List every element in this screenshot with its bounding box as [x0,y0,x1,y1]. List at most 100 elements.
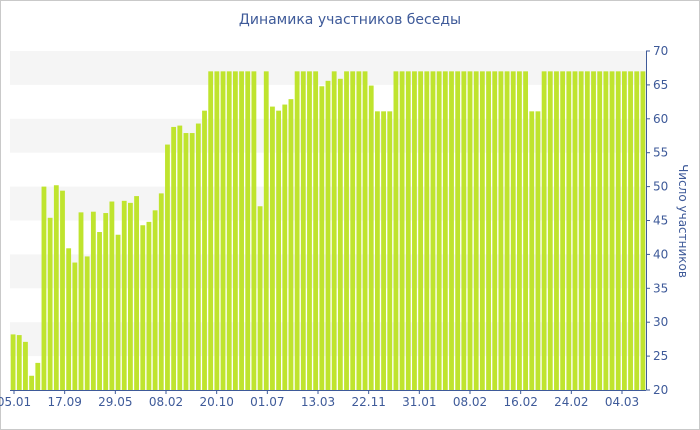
bar [245,71,251,390]
bar [523,71,528,390]
bar [510,71,516,390]
bar [66,248,72,390]
bar [109,201,115,390]
bar [220,71,226,390]
bar [535,111,541,390]
bar [356,71,362,390]
bar [374,111,380,390]
bar [547,71,553,390]
bar [331,71,337,390]
y-tick-label: 50 [653,180,668,194]
bar [183,133,189,391]
bar [195,123,201,391]
bar [146,221,152,390]
bar [78,212,84,390]
bar [29,375,35,390]
bar [16,335,22,390]
bar [189,133,195,391]
bar [473,71,479,390]
x-tick-label: 20.10 [199,395,233,409]
x-tick-label: 22.11 [351,395,385,409]
bar [325,80,331,390]
bar [578,71,584,390]
bar [288,99,294,390]
bar [276,110,282,390]
bar [541,71,547,390]
bar [72,262,78,390]
bar [41,186,47,390]
x-tick-label: 16.02 [503,395,537,409]
bar [53,185,59,390]
bar [251,71,257,390]
y-tick-label: 40 [653,247,668,261]
bar [467,71,473,390]
bar [270,106,275,390]
y-tick-label: 35 [653,281,668,295]
bar [121,200,127,390]
bar [171,126,177,390]
bar [257,206,263,390]
y-tick-label: 70 [653,44,668,58]
bar [381,111,386,390]
y-tick-label: 55 [653,146,668,160]
bar [591,71,596,390]
bar [239,71,244,390]
bar [430,71,436,390]
x-tick-label: 29.05 [98,395,132,409]
bar [128,202,133,390]
bar [628,71,633,390]
bar [640,71,646,390]
bar [47,217,53,390]
bar [152,210,158,390]
x-tick-label: 31.01 [402,395,436,409]
bar [115,234,121,390]
bars [10,71,646,391]
bar [232,71,238,390]
bar [412,71,417,390]
y-tick-label: 25 [653,349,668,363]
bar [368,85,374,390]
bar [319,86,325,390]
y-tick-label: 45 [653,214,668,228]
y-tick-label: 60 [653,112,668,126]
bar [294,71,300,390]
bar [609,71,615,390]
bar [35,362,41,390]
bar [424,71,430,390]
bar [492,71,498,390]
bar [455,71,461,390]
bar [307,71,312,390]
bar [504,71,510,390]
axes: 20 25 30 35 40 45 50 55 60 65 70 05.01 17.09 29.05 08.… [0,44,668,409]
bar [387,111,393,390]
bar [350,71,356,390]
bar [208,71,214,390]
bar [560,71,566,390]
x-tick-label: 24.02 [554,395,588,409]
x-tick-label: 08.02 [149,395,183,409]
y-tick-label: 65 [653,78,668,92]
bar [634,71,640,390]
bar [60,190,65,390]
bar [566,71,572,390]
bar [405,71,411,390]
bar [337,78,343,391]
x-tick-label: 05.01 [0,395,31,409]
bar [158,193,164,390]
bar [103,213,109,390]
bar [603,71,609,390]
bar [177,125,183,390]
bar [498,71,504,390]
bar [226,71,232,390]
bar [84,256,90,390]
bar [10,334,16,390]
bar [572,71,578,390]
bar [486,71,491,390]
bar [97,232,102,390]
y-tick-label: 30 [653,315,668,329]
bar [362,71,368,390]
bar [165,144,170,390]
bar [134,196,139,390]
bar [140,225,146,390]
bar [393,71,399,390]
